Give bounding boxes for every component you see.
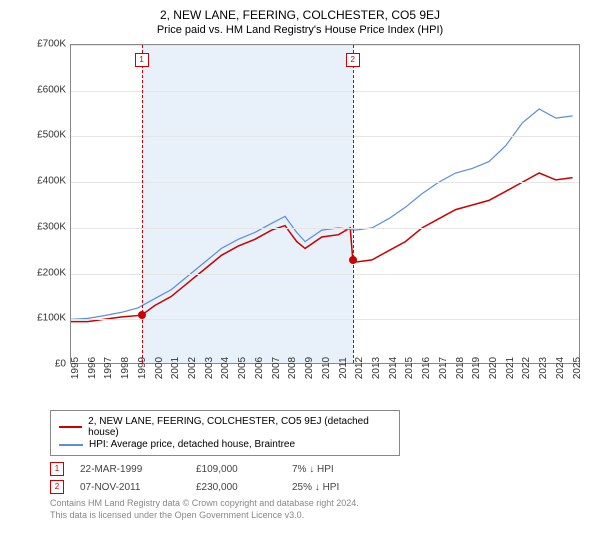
x-axis-label: 1995 — [70, 357, 81, 379]
legend-item: HPI: Average price, detached house, Brai… — [59, 439, 391, 450]
sale-dot — [349, 256, 357, 264]
series-line — [71, 109, 573, 319]
x-axis-label: 1996 — [87, 357, 98, 379]
sale-row: 1 22-MAR-1999 £109,000 7% ↓ HPI — [50, 462, 580, 476]
legend-swatch — [59, 426, 82, 428]
legend-label: HPI: Average price, detached house, Brai… — [89, 439, 295, 450]
x-axis-label: 2004 — [220, 357, 231, 379]
x-axis-label: 2018 — [455, 357, 466, 379]
sale-delta: 7% ↓ HPI — [292, 464, 392, 475]
sale-row-marker: 2 — [50, 480, 64, 494]
legend-item: 2, NEW LANE, FEERING, COLCHESTER, CO5 9E… — [59, 416, 391, 438]
x-axis-label: 2025 — [572, 357, 583, 379]
chart-subtitle: Price paid vs. HM Land Registry's House … — [10, 24, 590, 36]
x-axis-label: 1997 — [103, 357, 114, 379]
sale-marker-label: 2 — [346, 53, 360, 67]
x-axis-label: 2020 — [488, 357, 499, 379]
y-axis-label: £700K — [37, 39, 66, 50]
sale-delta: 25% ↓ HPI — [292, 482, 392, 493]
x-axis-label: 2023 — [538, 357, 549, 379]
x-axis-label: 2003 — [204, 357, 215, 379]
sale-date: 07-NOV-2011 — [80, 482, 180, 493]
x-axis-label: 2015 — [404, 357, 415, 379]
footer-line-2: This data is licensed under the Open Gov… — [50, 510, 580, 522]
legend: 2, NEW LANE, FEERING, COLCHESTER, CO5 9E… — [50, 410, 400, 456]
footer-line-1: Contains HM Land Registry data © Crown c… — [50, 498, 580, 510]
x-axis-label: 1998 — [120, 357, 131, 379]
x-axis-label: 2006 — [254, 357, 265, 379]
sale-vline — [353, 45, 354, 363]
y-axis-label: £600K — [37, 84, 66, 95]
x-axis-label: 2024 — [555, 357, 566, 379]
sale-marker-label: 1 — [135, 53, 149, 67]
x-axis-label: 2017 — [438, 357, 449, 379]
x-axis-label: 2010 — [321, 357, 332, 379]
sale-price: £230,000 — [196, 482, 276, 493]
y-axis-label: £500K — [37, 130, 66, 141]
x-axis-label: 2009 — [304, 357, 315, 379]
x-axis-label: 2011 — [338, 357, 349, 379]
x-axis-label: 2000 — [154, 357, 165, 379]
x-axis-label: 2012 — [354, 357, 365, 379]
y-axis-label: £300K — [37, 221, 66, 232]
x-axis-label: 2016 — [421, 357, 432, 379]
x-axis-label: 2014 — [388, 357, 399, 379]
x-axis-label: 1999 — [137, 357, 148, 379]
x-axis-label: 2013 — [371, 357, 382, 379]
y-axis-label: £0 — [55, 359, 66, 370]
x-axis-label: 2008 — [287, 357, 298, 379]
sale-dot — [138, 311, 146, 319]
x-axis-label: 2002 — [187, 357, 198, 379]
chart-title: 2, NEW LANE, FEERING, COLCHESTER, CO5 9E… — [10, 8, 590, 22]
x-axis-label: 2001 — [170, 357, 181, 379]
x-axis-label: 2022 — [521, 357, 532, 379]
chart-area: £0£100K£200K£300K£400K£500K£600K£700K 12… — [30, 44, 590, 404]
sale-row-marker: 1 — [50, 462, 64, 476]
x-axis-label: 2005 — [237, 357, 248, 379]
x-axis-label: 2007 — [271, 357, 282, 379]
sale-price: £109,000 — [196, 464, 276, 475]
y-axis-label: £400K — [37, 176, 66, 187]
legend-label: 2, NEW LANE, FEERING, COLCHESTER, CO5 9E… — [88, 416, 391, 438]
y-axis-label: £100K — [37, 313, 66, 324]
footer-attribution: Contains HM Land Registry data © Crown c… — [50, 498, 580, 521]
line-series — [71, 45, 581, 365]
x-axis-label: 2019 — [471, 357, 482, 379]
legend-swatch — [59, 444, 83, 446]
series-line — [71, 173, 573, 322]
sales-table: 1 22-MAR-1999 £109,000 7% ↓ HPI 2 07-NOV-2011… — [50, 462, 580, 494]
plot: 12 — [70, 44, 580, 364]
x-axis-label: 2021 — [505, 357, 516, 379]
sale-row: 2 07-NOV-2011 £230,000 25% ↓ HPI — [50, 480, 580, 494]
sale-date: 22-MAR-1999 — [80, 464, 180, 475]
y-axis-label: £200K — [37, 267, 66, 278]
